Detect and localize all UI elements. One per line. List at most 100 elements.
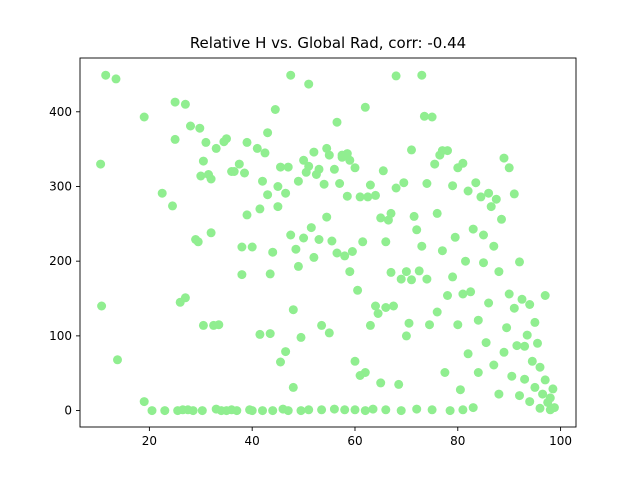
data-point <box>201 137 211 147</box>
data-point <box>461 256 470 266</box>
data-point <box>232 406 242 416</box>
data-point <box>473 315 483 325</box>
data-point <box>255 329 265 339</box>
data-point <box>242 210 252 220</box>
data-point <box>484 188 494 198</box>
data-point <box>332 248 342 258</box>
data-point <box>283 162 293 172</box>
data-point <box>286 230 296 240</box>
data-point <box>399 178 409 188</box>
data-point <box>412 404 422 414</box>
data-point <box>419 111 429 121</box>
data-point <box>458 405 468 415</box>
data-point <box>327 236 337 246</box>
data-point <box>293 176 303 186</box>
data-point <box>427 405 437 415</box>
data-point <box>407 145 416 155</box>
data-point <box>322 212 332 222</box>
data-point <box>376 213 386 223</box>
data-point <box>422 274 432 284</box>
x-tick-label: 60 <box>347 434 362 448</box>
data-point <box>432 307 442 317</box>
data-point <box>170 134 180 144</box>
data-point <box>549 403 559 413</box>
data-point <box>324 150 334 160</box>
y-tick-label: 0 <box>64 404 72 418</box>
y-tick-label: 400 <box>49 105 72 119</box>
data-point <box>430 159 440 169</box>
data-point <box>193 237 203 247</box>
data-point <box>195 123 205 133</box>
x-tick-label: 40 <box>245 434 260 448</box>
data-point <box>391 71 401 81</box>
data-point <box>350 405 360 415</box>
x-tick-label: 80 <box>450 434 465 448</box>
data-point <box>386 267 396 277</box>
data-point <box>455 385 465 395</box>
data-point <box>533 338 542 348</box>
data-point <box>368 404 378 414</box>
data-point <box>360 102 370 112</box>
data-point <box>198 320 208 330</box>
data-point <box>281 347 291 357</box>
data-point <box>180 293 190 303</box>
data-point <box>522 330 532 340</box>
data-point <box>463 186 473 196</box>
data-point <box>401 331 411 341</box>
data-point <box>396 406 406 416</box>
data-point <box>350 163 360 173</box>
data-point <box>273 182 283 191</box>
data-point <box>371 190 380 200</box>
data-point <box>211 143 221 153</box>
data-point <box>206 228 216 238</box>
data-point <box>412 225 422 235</box>
x-tick-label: 20 <box>142 434 157 448</box>
data-point <box>450 232 460 242</box>
data-point <box>409 211 419 221</box>
data-point <box>157 188 167 198</box>
data-point <box>197 406 207 416</box>
data-point <box>414 266 424 276</box>
data-point <box>509 303 519 313</box>
data-point <box>335 179 345 188</box>
data-point <box>440 368 450 377</box>
data-point <box>448 272 458 282</box>
data-point <box>252 143 262 153</box>
data-point <box>517 294 527 304</box>
data-point <box>293 261 303 271</box>
data-point <box>168 201 177 211</box>
data-point <box>417 70 427 80</box>
data-point <box>113 355 122 365</box>
data-point <box>329 404 339 414</box>
data-point <box>520 374 530 384</box>
data-point <box>473 368 483 377</box>
data-point <box>365 180 375 190</box>
data-point <box>317 405 327 415</box>
data-point <box>417 241 427 251</box>
data-point <box>258 176 267 186</box>
data-point <box>404 318 414 328</box>
data-point <box>234 159 244 169</box>
data-point <box>515 257 524 267</box>
x-tick-label: 100 <box>549 434 572 448</box>
data-point <box>242 137 252 147</box>
data-point <box>247 242 257 252</box>
data-point <box>314 235 324 244</box>
data-point <box>468 224 478 234</box>
data-point <box>353 285 363 295</box>
data-point <box>381 405 391 415</box>
data-point <box>263 190 273 200</box>
data-point <box>299 233 309 243</box>
y-tick-label: 200 <box>49 254 72 268</box>
data-point <box>481 338 491 348</box>
data-point <box>437 246 447 256</box>
data-point <box>376 378 386 388</box>
data-point <box>548 384 558 394</box>
data-point <box>499 153 509 163</box>
data-point <box>350 356 360 366</box>
data-point <box>345 155 355 165</box>
data-point <box>466 287 476 297</box>
data-point <box>471 178 481 188</box>
data-point <box>443 146 452 156</box>
